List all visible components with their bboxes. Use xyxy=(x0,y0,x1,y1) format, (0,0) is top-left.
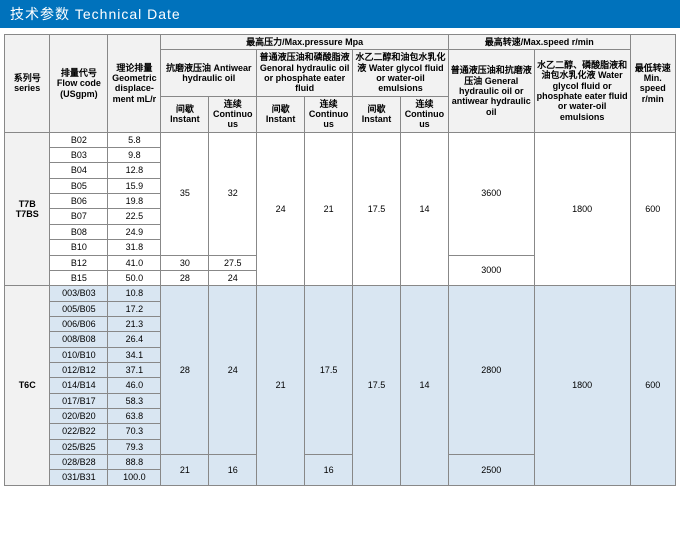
hdr-minspeed: 最低转速 Min. speed r/min xyxy=(630,35,675,133)
hdr-continuous: 连续 Continuous xyxy=(209,96,257,132)
displacement: 41.0 xyxy=(108,255,161,270)
hdr-speed-general: 普通液压油和抗磨液压油 General hydraulic oil or ant… xyxy=(448,50,534,132)
page-title: 技术参数 Technical Date xyxy=(0,0,680,28)
displacement: 63.8 xyxy=(108,408,161,423)
val: 21 xyxy=(161,454,209,485)
flow-code: B03 xyxy=(50,148,108,163)
displacement: 5.8 xyxy=(108,132,161,147)
val: 1800 xyxy=(534,286,630,485)
displacement: 100.0 xyxy=(108,470,161,485)
tech-table-wrap: 系列号 series 排量代号 Flow code (USgpm) 理论排量 G… xyxy=(0,28,680,490)
displacement: 12.8 xyxy=(108,163,161,178)
val: 3000 xyxy=(448,255,534,286)
val: 24 xyxy=(209,286,257,455)
displacement: 26.4 xyxy=(108,332,161,347)
displacement: 24.9 xyxy=(108,224,161,239)
table-row: T7B T7BS B02 5.8 35 32 24 21 17.5 14 360… xyxy=(5,132,676,147)
displacement: 70.3 xyxy=(108,424,161,439)
hdr-series: 系列号 series xyxy=(5,35,50,133)
flow-code: 014/B14 xyxy=(50,378,108,393)
series-label: T7B T7BS xyxy=(5,132,50,285)
val: 30 xyxy=(161,255,209,270)
hdr-displacement: 理论排量 Geometric displace-ment mL/r xyxy=(108,35,161,133)
val: 28 xyxy=(161,270,209,285)
val: 600 xyxy=(630,286,675,485)
val: 1800 xyxy=(534,132,630,285)
displacement: 17.2 xyxy=(108,301,161,316)
val: 2500 xyxy=(448,454,534,485)
val: 32 xyxy=(209,132,257,255)
val: 21 xyxy=(305,132,353,285)
flow-code: 006/B06 xyxy=(50,316,108,331)
hdr-instant: 间歇 Instant xyxy=(353,96,401,132)
val: 600 xyxy=(630,132,675,285)
flow-code: 017/B17 xyxy=(50,393,108,408)
series-label: T6C xyxy=(5,286,50,485)
val: 16 xyxy=(305,454,353,485)
displacement: 9.8 xyxy=(108,148,161,163)
hdr-speed-glycol: 水乙二醇、磷酸脂液和油包水乳化液 Water glycol fluid or p… xyxy=(534,50,630,132)
hdr-instant: 间歇 Instant xyxy=(257,96,305,132)
flow-code: 020/B20 xyxy=(50,408,108,423)
displacement: 50.0 xyxy=(108,270,161,285)
flow-code: 005/B05 xyxy=(50,301,108,316)
hdr-general: 普通液压油和磷酸脂液 Genoral hydraulic oil or phos… xyxy=(257,50,353,96)
displacement: 22.5 xyxy=(108,209,161,224)
hdr-instant: 间歇 Instant xyxy=(161,96,209,132)
hdr-maxspeed: 最高转速/Max.speed r/min xyxy=(448,35,630,50)
displacement: 19.8 xyxy=(108,194,161,209)
val: 16 xyxy=(209,454,257,485)
hdr-continuous: 连续 Continuous xyxy=(400,96,448,132)
flow-code: B05 xyxy=(50,178,108,193)
val: 28 xyxy=(161,286,209,455)
val: 27.5 xyxy=(209,255,257,270)
val: 17.5 xyxy=(353,132,401,285)
flow-code: B04 xyxy=(50,163,108,178)
val: 24 xyxy=(209,270,257,285)
tech-table: 系列号 series 排量代号 Flow code (USgpm) 理论排量 G… xyxy=(4,34,676,486)
val: 35 xyxy=(161,132,209,255)
val: 14 xyxy=(400,132,448,285)
flow-code: B06 xyxy=(50,194,108,209)
flow-code: 003/B03 xyxy=(50,286,108,301)
flow-code: B15 xyxy=(50,270,108,285)
displacement: 21.3 xyxy=(108,316,161,331)
hdr-flowcode: 排量代号 Flow code (USgpm) xyxy=(50,35,108,133)
hdr-glycol: 水乙二醇和油包水乳化液 Water glycol fluid or water-… xyxy=(353,50,449,96)
displacement: 31.8 xyxy=(108,240,161,255)
displacement: 46.0 xyxy=(108,378,161,393)
displacement: 79.3 xyxy=(108,439,161,454)
flow-code: 028/B28 xyxy=(50,454,108,469)
flow-code: 025/B25 xyxy=(50,439,108,454)
hdr-maxpressure: 最高压力/Max.pressure Mpa xyxy=(161,35,449,50)
val: 3600 xyxy=(448,132,534,255)
hdr-antiwear: 抗磨液压油 Antiwear hydraulic oil xyxy=(161,50,257,96)
flow-code: B07 xyxy=(50,209,108,224)
flow-code: 008/B08 xyxy=(50,332,108,347)
val: 24 xyxy=(257,132,305,285)
flow-code: B02 xyxy=(50,132,108,147)
hdr-continuous: 连续 Continuous xyxy=(305,96,353,132)
flow-code: B12 xyxy=(50,255,108,270)
table-row: T6C 003/B03 10.8 28 24 21 17.5 17.5 14 2… xyxy=(5,286,676,301)
flow-code: B10 xyxy=(50,240,108,255)
displacement: 10.8 xyxy=(108,286,161,301)
flow-code: 022/B22 xyxy=(50,424,108,439)
flow-code: 031/B31 xyxy=(50,470,108,485)
val: 2800 xyxy=(448,286,534,455)
val: 17.5 xyxy=(305,286,353,455)
flow-code: 012/B12 xyxy=(50,362,108,377)
displacement: 37.1 xyxy=(108,362,161,377)
val: 14 xyxy=(400,286,448,485)
flow-code: 010/B10 xyxy=(50,347,108,362)
displacement: 34.1 xyxy=(108,347,161,362)
displacement: 88.8 xyxy=(108,454,161,469)
val: 21 xyxy=(257,286,305,485)
displacement: 15.9 xyxy=(108,178,161,193)
val: 17.5 xyxy=(353,286,401,485)
displacement: 58.3 xyxy=(108,393,161,408)
flow-code: B08 xyxy=(50,224,108,239)
